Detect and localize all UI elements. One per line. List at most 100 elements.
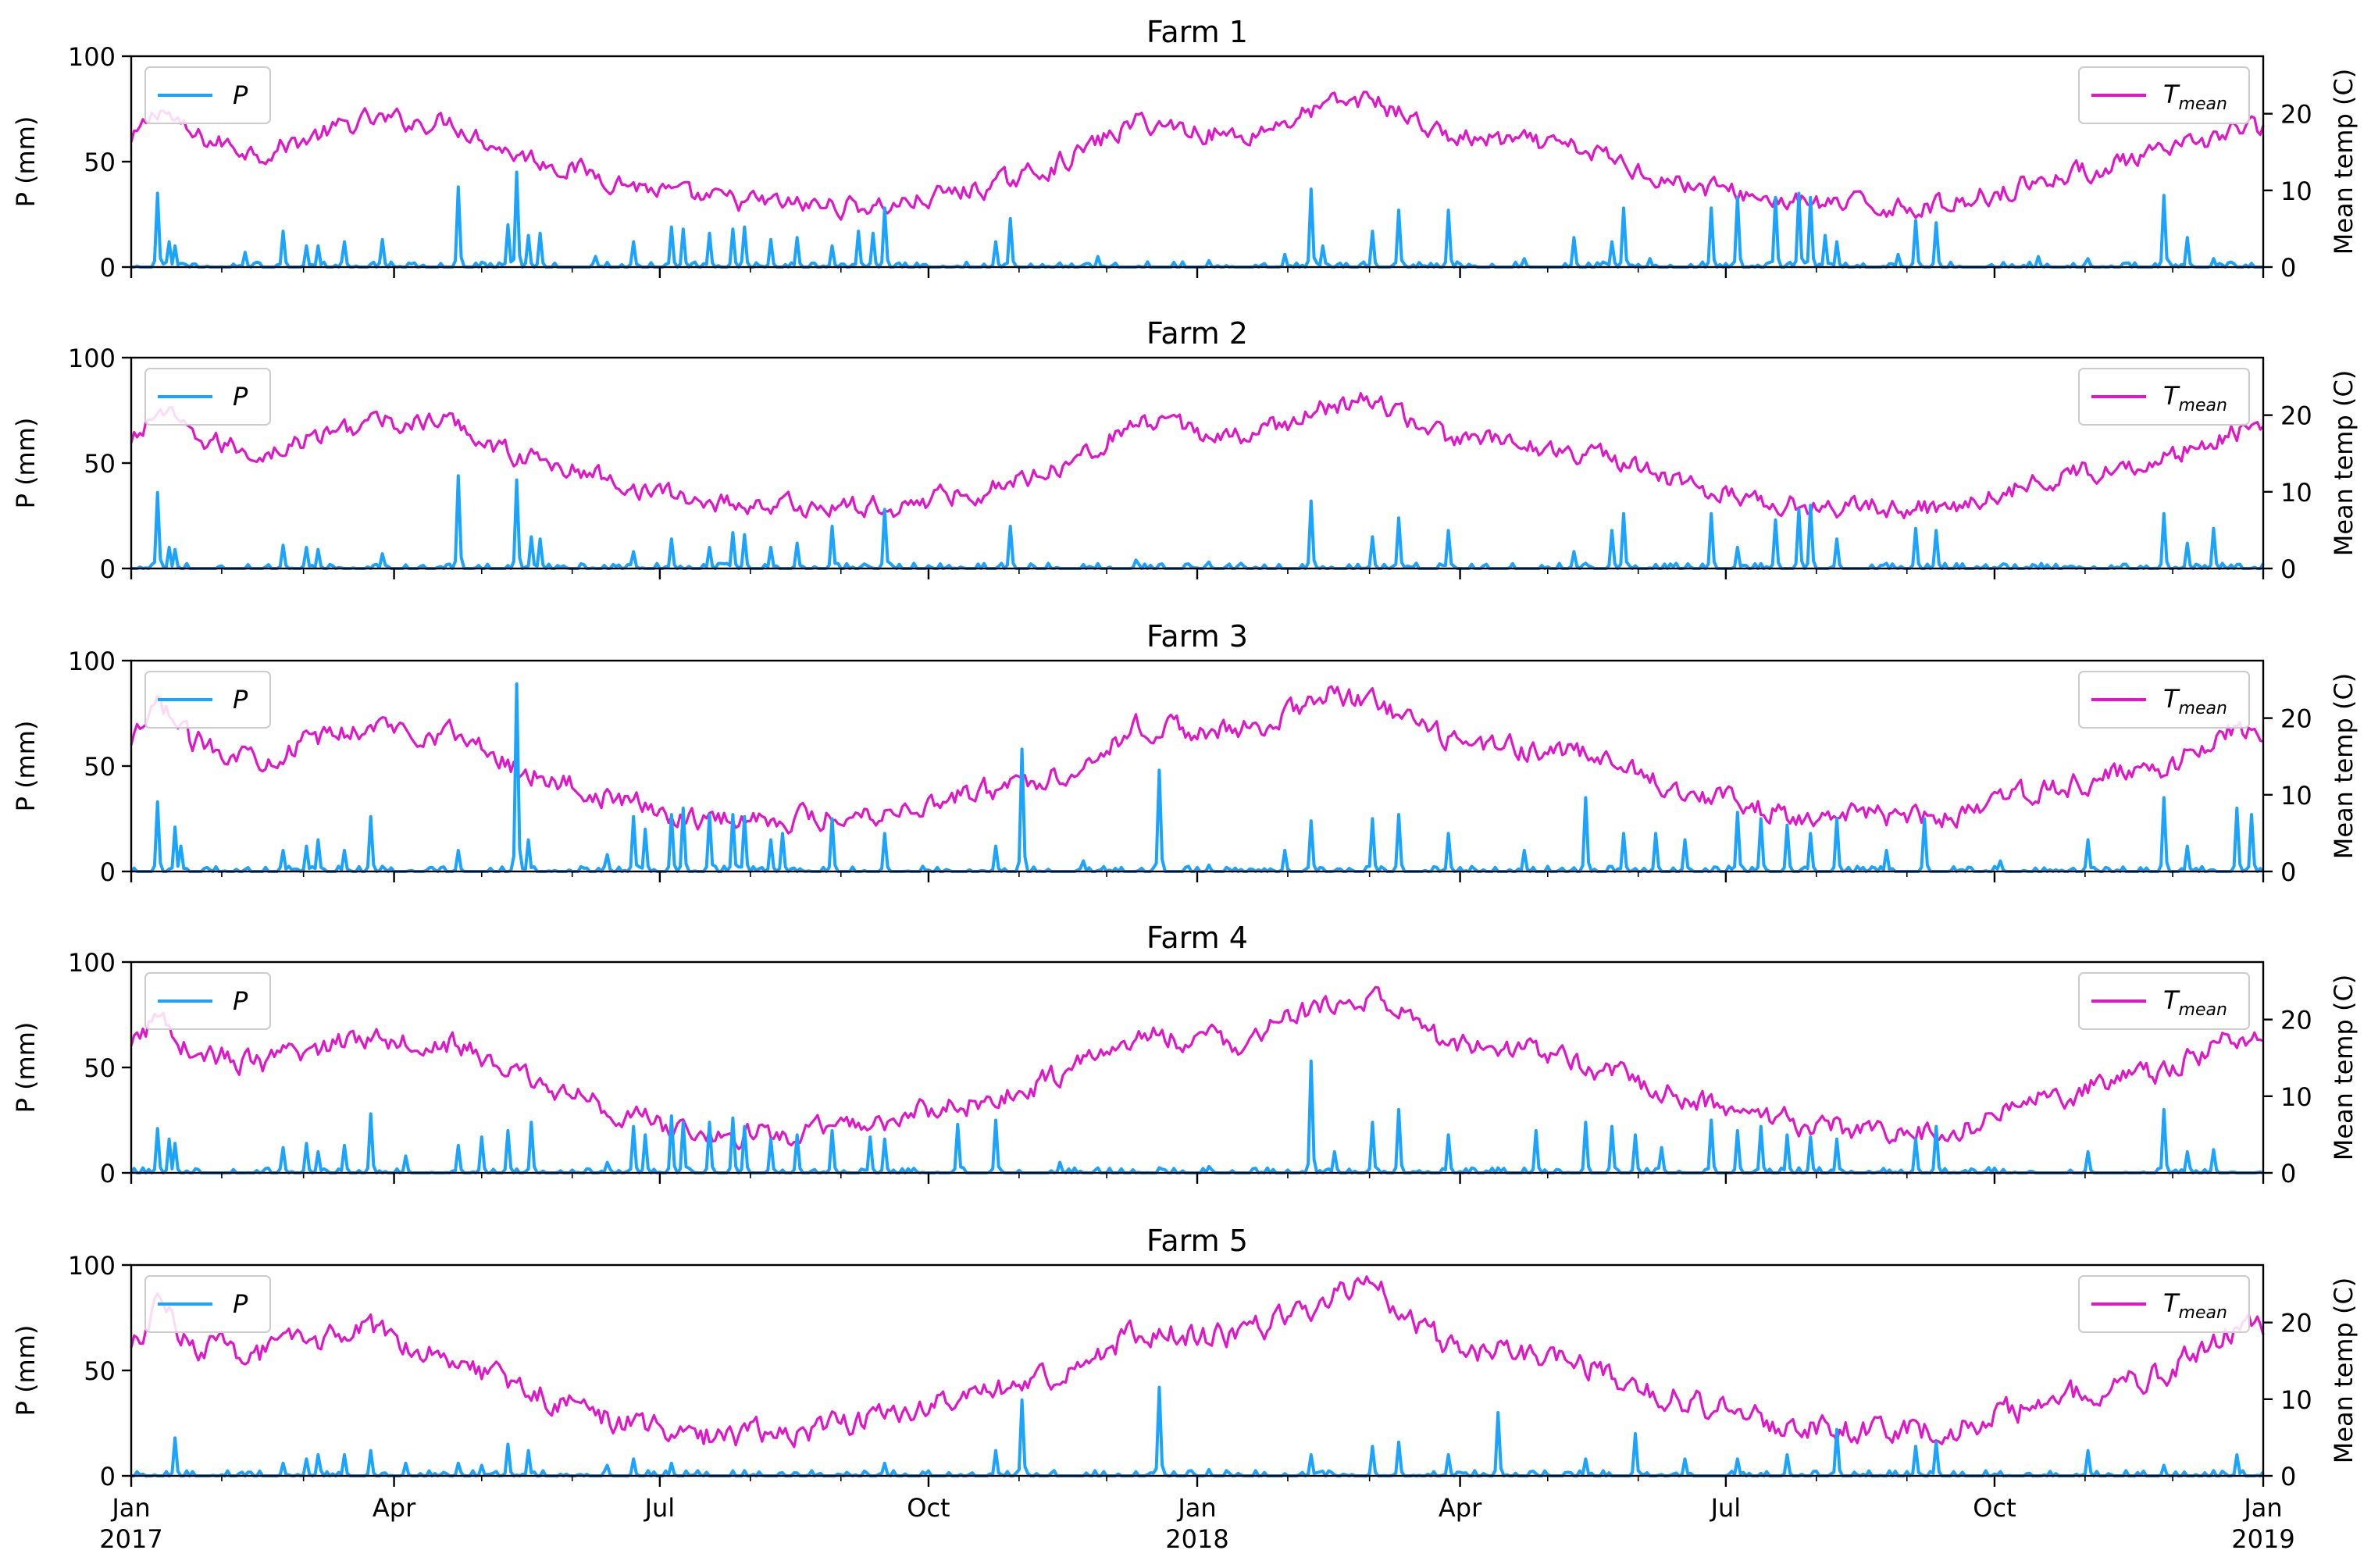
temp-series-line <box>130 685 2264 835</box>
legend-precip-label: P <box>233 986 248 1016</box>
legend-temp-label: Tmean <box>2163 80 2227 114</box>
temp-series-line <box>130 1275 2265 1449</box>
y2-tick-label: 20 <box>2280 401 2312 431</box>
legend-precip: P <box>144 66 271 124</box>
precip-series-line <box>131 170 2263 269</box>
precip-series-line <box>130 682 2265 873</box>
y2-tick-label: 20 <box>2280 100 2312 130</box>
legend-temp: Tmean <box>2078 368 2250 426</box>
y2-tick-label: 0 <box>2280 554 2296 584</box>
precip-series-line <box>131 1385 2265 1477</box>
y2-tick-label: 10 <box>2280 478 2312 508</box>
temp-series-line <box>130 985 2264 1151</box>
legend-temp: Tmean <box>2078 972 2250 1030</box>
y-tick-label: 100 <box>68 948 116 978</box>
legend-precip: P <box>144 1275 271 1333</box>
y-tick-label: 0 <box>100 1462 116 1491</box>
y2-tick-label: 20 <box>2280 1309 2312 1338</box>
legend-box <box>2078 1275 2250 1333</box>
y2-axis-label: Mean temp (C) <box>2329 673 2359 860</box>
x-tick-label: Jan <box>2242 1493 2282 1523</box>
y2-tick-label: 10 <box>2280 176 2312 206</box>
y2-tick-label: 10 <box>2280 1385 2312 1415</box>
y-tick-label: 50 <box>84 148 116 177</box>
x-tick-label: Apr <box>373 1493 416 1523</box>
x-tick-year-label: 2017 <box>99 1524 162 1554</box>
y-axis-label: P (mm) <box>11 1022 41 1114</box>
x-tick-label: Oct <box>1973 1493 2016 1523</box>
y-tick-label: 100 <box>68 1251 116 1281</box>
plot-frame <box>130 659 2265 873</box>
y2-tick-label: 0 <box>2280 253 2296 283</box>
y-tick-label: 100 <box>68 647 116 676</box>
panel-title: Farm 3 <box>1146 619 1248 654</box>
precip-series-line <box>131 474 2265 570</box>
y2-axis-label: Mean temp (C) <box>2329 1278 2359 1464</box>
panel-farm-3: Farm 3 0 50 100 0 10 20 P (mm) Mean temp (C) P Tme… <box>11 619 2359 887</box>
x-tick-year-label: 2019 <box>2231 1524 2294 1554</box>
panel-farm-5: Farm 5 0 50 100 0 10 20 P (mm) Mean temp (C) P Tme… <box>11 1224 2359 1491</box>
y-tick-label: 100 <box>68 42 116 72</box>
temp-series-line <box>130 392 2265 519</box>
y2-tick-label: 10 <box>2280 1082 2312 1112</box>
x-tick-year-label: 2018 <box>1165 1524 1228 1554</box>
panel-title: Farm 5 <box>1146 1224 1248 1258</box>
legend-precip: P <box>144 972 271 1030</box>
y2-axis-label: Mean temp (C) <box>2329 69 2359 255</box>
y2-tick-label: 0 <box>2280 1462 2296 1491</box>
legend-temp-label: Tmean <box>2163 985 2227 1020</box>
panel-title: Farm 1 <box>1146 15 1248 49</box>
y-tick-label: 0 <box>100 253 116 283</box>
legend-precip-label: P <box>233 685 248 715</box>
legend-temp-label: Tmean <box>2163 684 2227 718</box>
legend-precip-label: P <box>233 1289 248 1319</box>
temp-series-line <box>130 91 2265 221</box>
y-tick-label: 50 <box>84 1053 116 1083</box>
y-axis-label: P (mm) <box>11 1325 41 1417</box>
plot-frame <box>130 55 2265 269</box>
legend-precip-label: P <box>233 80 248 110</box>
legend-precip: P <box>144 671 271 729</box>
x-tick-label: Apr <box>1439 1493 1482 1523</box>
legend-box <box>2078 671 2250 729</box>
y-axis-label: P (mm) <box>11 721 41 812</box>
y2-tick-label: 20 <box>2280 1006 2312 1035</box>
y2-tick-label: 20 <box>2280 704 2312 734</box>
y-tick-label: 50 <box>84 1356 116 1386</box>
precip-series-line <box>130 1059 2264 1174</box>
y-tick-label: 0 <box>100 554 116 584</box>
y-axis-label: P (mm) <box>11 418 41 509</box>
x-tick-label: Jul <box>644 1493 676 1523</box>
y2-tick-label: 10 <box>2280 781 2312 811</box>
legend-precip: P <box>144 368 271 426</box>
legend-temp: Tmean <box>2078 1275 2250 1333</box>
y-tick-label: 100 <box>68 344 116 373</box>
y2-axis-label: Mean temp (C) <box>2329 975 2359 1161</box>
plot-frame <box>130 356 2265 570</box>
y2-tick-label: 0 <box>2280 1159 2296 1188</box>
legend-temp-label: Tmean <box>2163 381 2227 415</box>
y2-axis-label: Mean temp (C) <box>2329 370 2359 557</box>
legend-temp: Tmean <box>2078 671 2250 729</box>
y-tick-label: 0 <box>100 857 116 887</box>
panel-title: Farm 2 <box>1146 316 1248 351</box>
legend-box <box>2078 368 2250 426</box>
legend-temp-label: Tmean <box>2163 1288 2227 1323</box>
x-tick-label: Jan <box>1176 1493 1216 1523</box>
plot-frame <box>130 1263 2265 1477</box>
x-tick-label: Jul <box>1710 1493 1742 1523</box>
y-tick-label: 50 <box>84 449 116 479</box>
panel-farm-1: Farm 1 0 50 100 0 10 20 P (mm) Mean temp (C) P Tme… <box>11 15 2359 283</box>
panel-title: Farm 4 <box>1146 921 1248 955</box>
x-tick-label: Jan <box>110 1493 150 1523</box>
panel-farm-4: Farm 4 0 50 100 0 10 20 P (mm) Mean temp (C) P Tme… <box>11 921 2359 1188</box>
x-tick-label: Oct <box>907 1493 950 1523</box>
plot-frame <box>130 960 2265 1174</box>
panel-farm-2: Farm 2 0 50 100 0 10 20 P (mm) Mean temp (C) P Tme… <box>11 316 2359 584</box>
legend-precip-label: P <box>233 382 248 412</box>
y-tick-label: 50 <box>84 752 116 782</box>
y2-tick-label: 0 <box>2280 857 2296 887</box>
legend-temp: Tmean <box>2078 66 2250 124</box>
y-tick-label: 0 <box>100 1159 116 1188</box>
